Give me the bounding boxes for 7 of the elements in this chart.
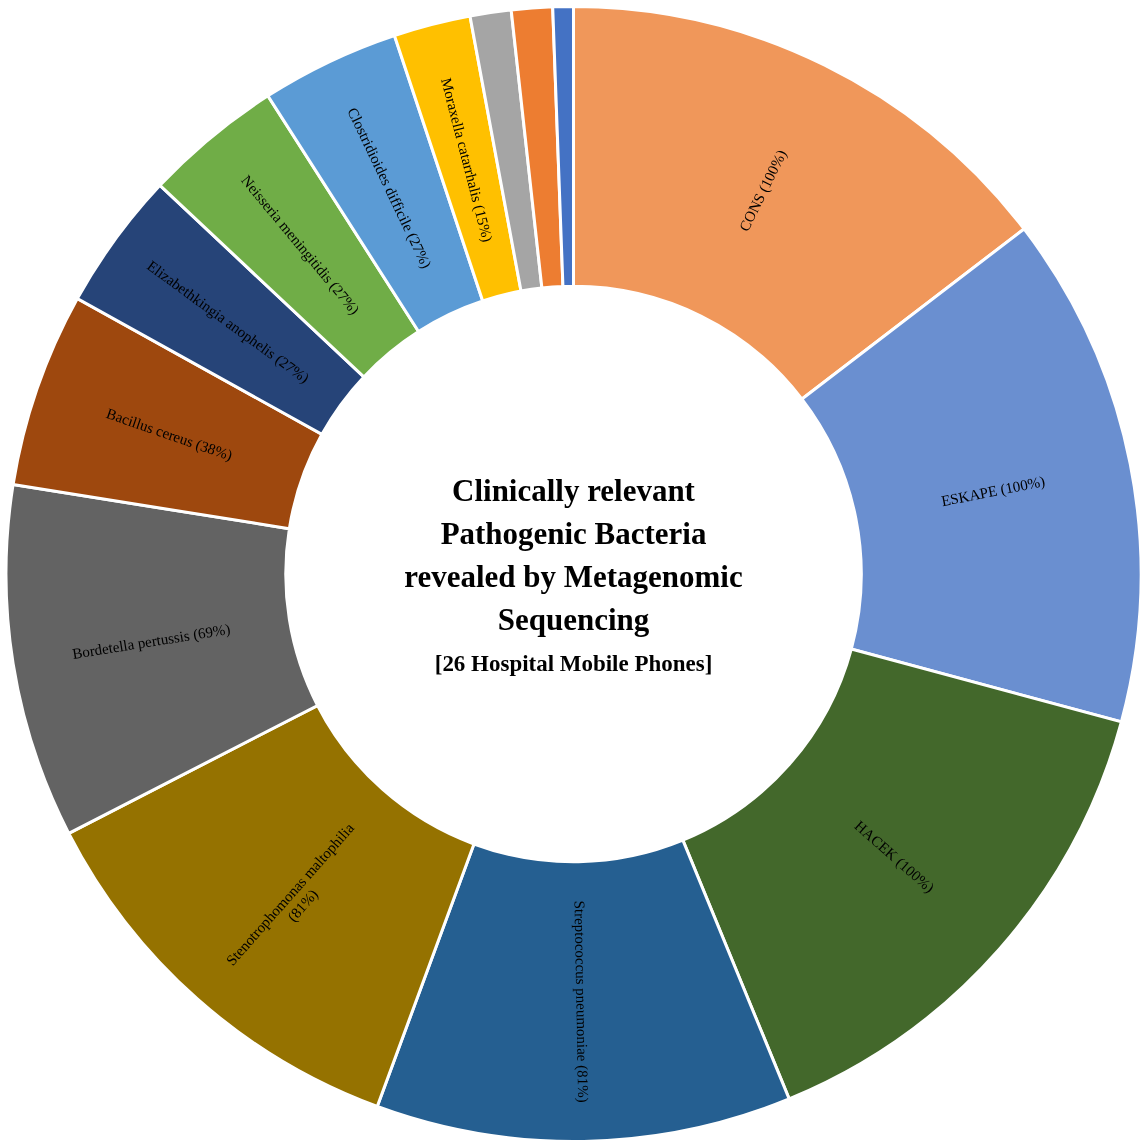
text: [26 Hospital Mobile Phones]: [434, 650, 713, 676]
text: Clinically relevant Pathogenic Bacteria revealed by Metagenomic Sequencing: [404, 473, 743, 637]
slice-label: Moraxella catarrhalis (15%): [437, 76, 496, 244]
slice-label: Bacillus cereus (38%): [103, 405, 235, 465]
slice-label: Bordetella pertussis (69%): [71, 620, 232, 663]
slice-label: ESKAPE (100%): [939, 473, 1047, 511]
slice-label: Streptococcus pneumoniae (81%): [570, 900, 592, 1103]
